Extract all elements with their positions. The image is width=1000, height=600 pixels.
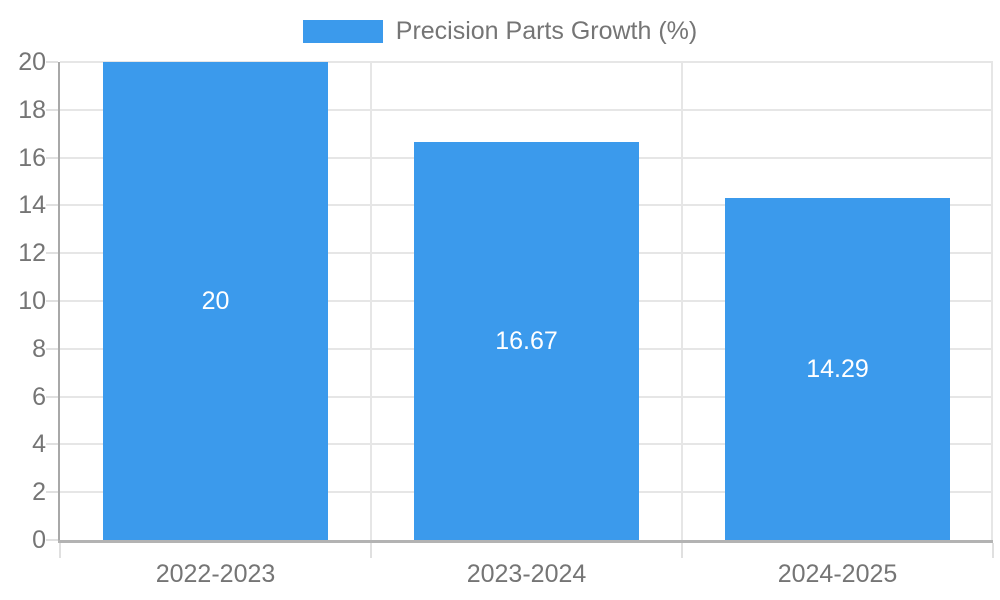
legend-label: Precision Parts Growth (%) xyxy=(395,17,698,45)
y-axis-tick xyxy=(46,204,58,207)
y-axis-tick xyxy=(46,108,58,111)
gridline-y xyxy=(60,61,993,63)
plot-right-border xyxy=(991,62,993,540)
x-axis-line xyxy=(58,540,993,543)
y-axis-label: 10 xyxy=(18,287,46,315)
legend-item-precision-parts-growth[interactable]: Precision Parts Growth (%) xyxy=(302,17,698,46)
plot-area: 0 2 4 6 8 10 12 14 16 18 20 2022-2023 2023-2024 2024-… xyxy=(18,48,994,588)
y-axis-tick xyxy=(46,539,58,541)
gridline-x xyxy=(681,62,683,540)
x-axis-label: 2023-2024 xyxy=(466,560,587,588)
bar-value-label: 14.29 xyxy=(806,355,869,384)
bar-value-label: 20 xyxy=(201,287,230,315)
bar-2022-2023[interactable] xyxy=(103,62,328,540)
x-axis-tick xyxy=(992,543,994,558)
x-axis-tick xyxy=(59,543,61,558)
y-axis-label: 20 xyxy=(18,48,46,76)
y-axis-tick xyxy=(46,491,58,494)
y-axis-label: 16 xyxy=(18,143,46,172)
bar-value-label: 16.67 xyxy=(495,326,558,355)
y-axis-tick xyxy=(46,61,58,63)
y-axis-tick xyxy=(46,300,58,302)
y-axis-tick xyxy=(46,443,58,446)
gridline-y xyxy=(60,108,993,111)
y-axis-label: 6 xyxy=(32,382,46,411)
y-axis-label: 4 xyxy=(32,430,46,459)
y-axis-label: 2 xyxy=(32,478,46,507)
y-axis-tick xyxy=(46,156,58,159)
x-axis-tick xyxy=(370,543,372,558)
chart-legend: Precision Parts Growth (%) xyxy=(0,17,1000,46)
y-axis-tick xyxy=(46,395,58,398)
y-axis-line xyxy=(58,62,60,540)
y-axis-label: 18 xyxy=(18,95,46,124)
y-axis-label: 0 xyxy=(32,526,46,554)
gridline-x xyxy=(370,62,372,540)
y-axis-label: 14 xyxy=(18,191,46,220)
y-axis-tick xyxy=(46,347,58,350)
y-axis-tick xyxy=(46,252,58,255)
bar-2024-2025[interactable] xyxy=(725,198,950,540)
legend-swatch-icon xyxy=(302,20,383,43)
y-axis-label: 8 xyxy=(32,334,46,363)
y-axis-label: 12 xyxy=(18,239,46,268)
x-axis-label: 2024-2025 xyxy=(777,560,898,588)
x-axis-label: 2022-2023 xyxy=(155,560,276,588)
x-axis-tick xyxy=(681,543,683,558)
bar-2023-2024[interactable] xyxy=(414,141,639,540)
